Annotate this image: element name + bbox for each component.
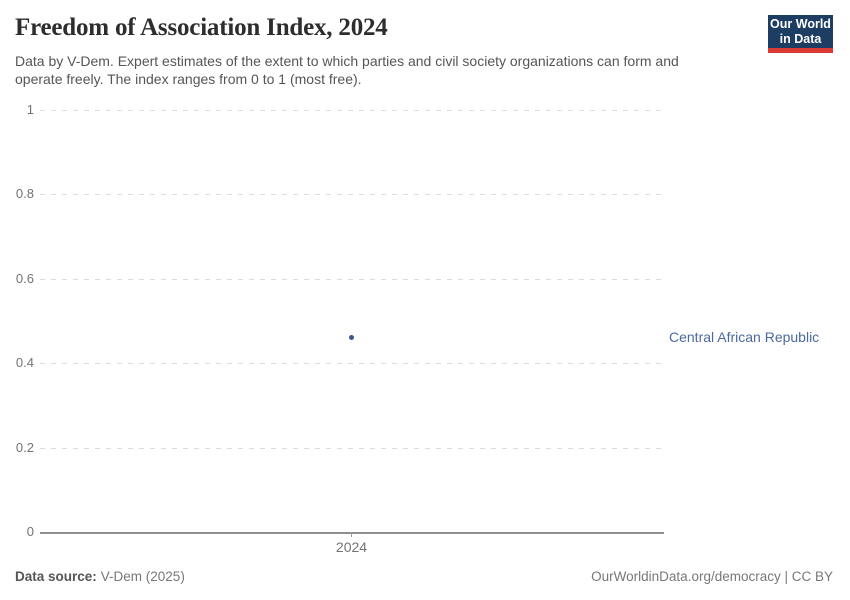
gridline <box>40 194 664 196</box>
data-source-value: V-Dem (2025) <box>100 569 185 584</box>
x-axis-line <box>40 532 664 534</box>
gridline <box>40 447 664 449</box>
y-axis-tick-label: 0.6 <box>15 270 34 286</box>
chart-subtitle-line1: Data by V-Dem. Expert estimates of the e… <box>15 53 679 69</box>
owid-logo: Our World in Data <box>768 15 833 53</box>
gridline <box>40 278 664 280</box>
gridline <box>40 363 664 365</box>
y-axis-tick-label: 0.2 <box>15 439 34 455</box>
entity-label[interactable]: Central African Republic <box>669 328 820 345</box>
gridline <box>40 110 664 111</box>
data-source: Data source: V-Dem (2025) <box>15 569 185 584</box>
x-axis-tick-label: 2024 <box>335 539 368 555</box>
y-axis-tick-label: 0.4 <box>15 355 34 371</box>
owid-logo-line1: Our World <box>770 17 831 31</box>
credit-link[interactable]: OurWorldinData.org/democracy | CC BY <box>591 569 833 584</box>
owid-logo-line2: in Data <box>779 32 822 46</box>
x-axis-tick <box>351 532 352 537</box>
chart-subtitle-line2: operate freely. The index ranges from 0 … <box>15 71 362 87</box>
chart-subtitle: Data by V-Dem. Expert estimates of the e… <box>15 52 755 88</box>
y-axis-tick-label: 1 <box>26 102 34 117</box>
y-axis-tick-label: 0 <box>26 524 34 539</box>
data-source-label: Data source: <box>15 569 97 584</box>
chart-title: Freedom of Association Index, 2024 <box>15 14 388 41</box>
y-axis-tick-label: 0.8 <box>15 186 34 202</box>
data-point[interactable] <box>349 335 354 341</box>
